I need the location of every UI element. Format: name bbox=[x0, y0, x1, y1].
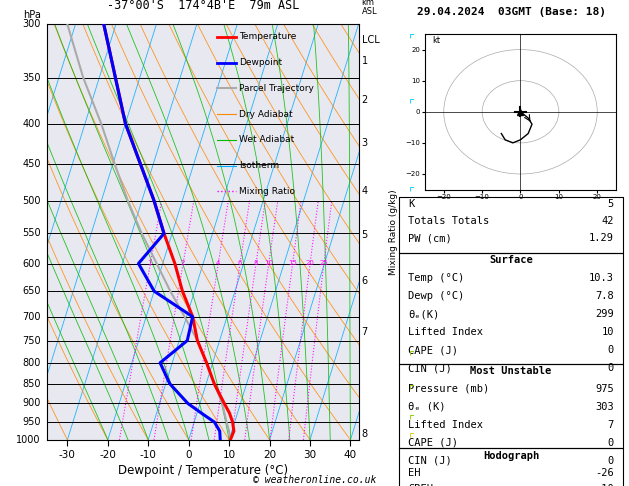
Text: Dewpoint: Dewpoint bbox=[238, 58, 282, 67]
Text: Most Unstable: Most Unstable bbox=[470, 366, 552, 376]
Text: 400: 400 bbox=[23, 119, 41, 129]
Text: ⌜: ⌜ bbox=[409, 187, 415, 200]
Text: 25: 25 bbox=[320, 260, 328, 266]
Text: 10: 10 bbox=[601, 327, 614, 337]
Text: 500: 500 bbox=[23, 195, 41, 206]
Text: 0: 0 bbox=[608, 438, 614, 448]
Text: LCL: LCL bbox=[362, 35, 379, 45]
Text: Temp (°C): Temp (°C) bbox=[408, 273, 465, 283]
Text: ⌜: ⌜ bbox=[409, 385, 415, 398]
Text: PW (cm): PW (cm) bbox=[408, 233, 452, 243]
Text: Lifted Index: Lifted Index bbox=[408, 327, 483, 337]
Text: 42: 42 bbox=[601, 216, 614, 226]
Text: ⌜: ⌜ bbox=[409, 352, 415, 365]
Text: 5: 5 bbox=[362, 230, 368, 240]
Text: Dry Adiabat: Dry Adiabat bbox=[238, 109, 292, 119]
Text: 8: 8 bbox=[253, 260, 258, 266]
Text: 900: 900 bbox=[23, 399, 41, 408]
Text: CAPE (J): CAPE (J) bbox=[408, 438, 459, 448]
Text: ⌜: ⌜ bbox=[409, 416, 415, 429]
Text: Isotherm: Isotherm bbox=[238, 161, 279, 170]
Text: 350: 350 bbox=[23, 72, 41, 83]
Text: 975: 975 bbox=[595, 384, 614, 394]
Text: 1: 1 bbox=[148, 260, 152, 266]
Text: 300: 300 bbox=[23, 19, 41, 29]
Text: km
ASL: km ASL bbox=[362, 0, 377, 16]
Text: kt: kt bbox=[432, 36, 440, 45]
Text: © weatheronline.co.uk: © weatheronline.co.uk bbox=[253, 474, 376, 485]
Text: hPa: hPa bbox=[23, 10, 41, 20]
Text: 0: 0 bbox=[608, 363, 614, 373]
Text: CAPE (J): CAPE (J) bbox=[408, 345, 459, 355]
Text: Mixing Ratio (g/kg): Mixing Ratio (g/kg) bbox=[389, 189, 398, 275]
Text: 5: 5 bbox=[608, 199, 614, 209]
Text: 10: 10 bbox=[264, 260, 273, 266]
Text: Temperature: Temperature bbox=[238, 32, 296, 41]
Text: 2: 2 bbox=[181, 260, 185, 266]
Text: 0: 0 bbox=[608, 345, 614, 355]
Text: SREH: SREH bbox=[408, 484, 433, 486]
Text: θₑ (K): θₑ (K) bbox=[408, 402, 446, 412]
Text: 650: 650 bbox=[23, 286, 41, 296]
Text: 10.3: 10.3 bbox=[589, 273, 614, 283]
Text: 600: 600 bbox=[23, 259, 41, 269]
Text: 800: 800 bbox=[23, 358, 41, 368]
Text: 3: 3 bbox=[362, 138, 368, 148]
Text: Mixing Ratio: Mixing Ratio bbox=[238, 187, 294, 196]
Text: 299: 299 bbox=[595, 309, 614, 319]
Text: 0: 0 bbox=[608, 456, 614, 466]
Text: 6: 6 bbox=[362, 276, 368, 286]
Text: Dewp (°C): Dewp (°C) bbox=[408, 291, 465, 301]
Text: 1: 1 bbox=[362, 56, 368, 66]
Text: K: K bbox=[408, 199, 415, 209]
Text: -10: -10 bbox=[595, 484, 614, 486]
Text: CIN (J): CIN (J) bbox=[408, 456, 452, 466]
Text: ⌜: ⌜ bbox=[409, 434, 415, 446]
Text: Lifted Index: Lifted Index bbox=[408, 420, 483, 430]
Text: -26: -26 bbox=[595, 468, 614, 478]
Text: 7.8: 7.8 bbox=[595, 291, 614, 301]
Text: 450: 450 bbox=[23, 159, 41, 169]
Text: ⌜: ⌜ bbox=[409, 35, 415, 48]
Text: CIN (J): CIN (J) bbox=[408, 363, 452, 373]
Text: 4: 4 bbox=[362, 186, 368, 196]
Text: Hodograph: Hodograph bbox=[483, 451, 539, 461]
Text: 750: 750 bbox=[22, 335, 41, 346]
Text: 303: 303 bbox=[595, 402, 614, 412]
Text: 6: 6 bbox=[237, 260, 242, 266]
Text: EH: EH bbox=[408, 468, 421, 478]
Text: 7: 7 bbox=[608, 420, 614, 430]
Text: -37°00'S  174°4B'E  79m ASL: -37°00'S 174°4B'E 79m ASL bbox=[107, 0, 299, 12]
Text: 950: 950 bbox=[23, 417, 41, 427]
Text: 1000: 1000 bbox=[16, 435, 41, 445]
Text: 8: 8 bbox=[362, 429, 368, 439]
Text: 700: 700 bbox=[23, 312, 41, 322]
Text: 1.29: 1.29 bbox=[589, 233, 614, 243]
Text: Parcel Trajectory: Parcel Trajectory bbox=[238, 84, 313, 93]
Text: Totals Totals: Totals Totals bbox=[408, 216, 489, 226]
Text: 29.04.2024  03GMT (Base: 18): 29.04.2024 03GMT (Base: 18) bbox=[416, 7, 606, 17]
Text: Surface: Surface bbox=[489, 255, 533, 265]
X-axis label: Dewpoint / Temperature (°C): Dewpoint / Temperature (°C) bbox=[118, 465, 288, 477]
Text: Wet Adiabat: Wet Adiabat bbox=[238, 135, 294, 144]
Text: θₑ(K): θₑ(K) bbox=[408, 309, 440, 319]
Text: 4: 4 bbox=[216, 260, 220, 266]
Text: ⌜: ⌜ bbox=[409, 99, 415, 112]
Text: Pressure (mb): Pressure (mb) bbox=[408, 384, 489, 394]
Text: 2: 2 bbox=[362, 95, 368, 105]
Text: 15: 15 bbox=[288, 260, 297, 266]
Text: 550: 550 bbox=[22, 228, 41, 239]
Text: 20: 20 bbox=[305, 260, 314, 266]
Text: 850: 850 bbox=[23, 379, 41, 389]
Text: 7: 7 bbox=[362, 327, 368, 337]
